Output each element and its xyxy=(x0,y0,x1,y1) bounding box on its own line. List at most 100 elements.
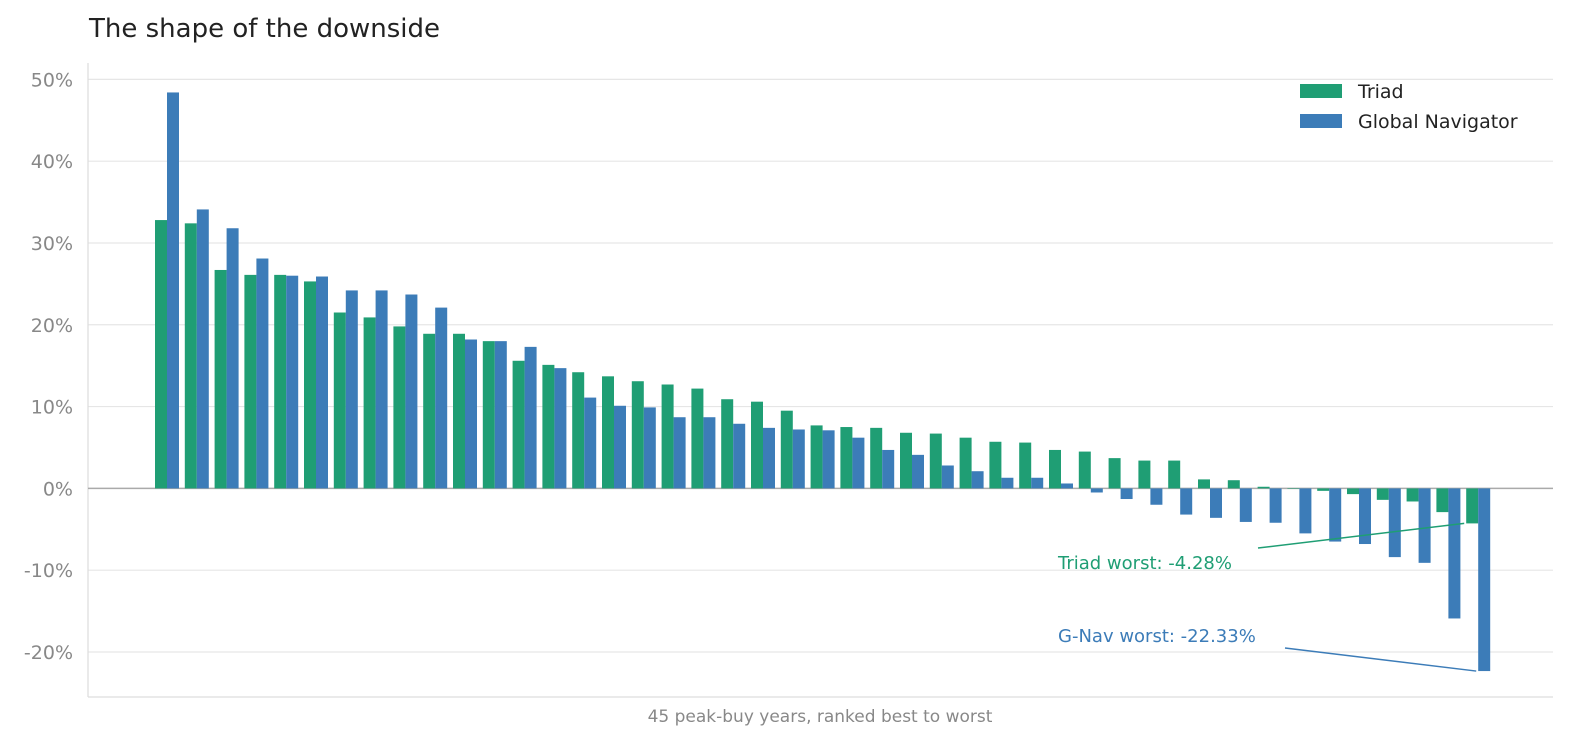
bar xyxy=(286,275,299,489)
bar xyxy=(316,276,328,489)
bar xyxy=(852,437,865,489)
bar xyxy=(733,423,746,489)
bar xyxy=(214,269,227,489)
bar xyxy=(780,410,793,489)
bar xyxy=(989,441,1002,489)
bar xyxy=(1019,442,1032,489)
bar xyxy=(1049,449,1061,489)
bar xyxy=(405,294,418,489)
bar xyxy=(494,341,507,489)
bar xyxy=(929,433,942,489)
bar xyxy=(1359,488,1371,545)
y-tick-label: 30% xyxy=(31,233,73,255)
bar xyxy=(572,372,585,489)
bar xyxy=(1299,488,1312,534)
annotation-line xyxy=(1257,522,1465,549)
legend: Triad Global Navigator xyxy=(1300,81,1518,133)
bar xyxy=(643,407,656,489)
bar xyxy=(1376,488,1389,500)
bar xyxy=(1436,488,1449,513)
bar xyxy=(721,399,734,489)
bar xyxy=(1120,488,1133,500)
bar xyxy=(1448,488,1461,619)
bar xyxy=(256,258,269,489)
bars xyxy=(155,92,1491,672)
bar xyxy=(959,437,972,489)
bar xyxy=(1138,460,1151,489)
bar xyxy=(393,326,406,489)
bar xyxy=(512,360,525,489)
bar xyxy=(1031,477,1044,489)
y-tick-label: -10% xyxy=(24,560,73,582)
bar xyxy=(1418,488,1431,563)
bar xyxy=(631,381,644,489)
y-tick-label: 50% xyxy=(31,69,73,91)
bar xyxy=(1090,488,1103,493)
legend-label: Global Navigator xyxy=(1358,111,1518,133)
legend-swatch xyxy=(1300,84,1342,98)
bar xyxy=(524,346,537,489)
bar xyxy=(1061,483,1073,489)
bar xyxy=(345,290,358,489)
bar xyxy=(971,471,984,489)
bar xyxy=(1180,488,1193,515)
bar xyxy=(184,223,197,489)
bar xyxy=(196,209,209,489)
bar xyxy=(542,364,555,489)
bar xyxy=(1317,488,1330,491)
bar xyxy=(453,333,465,489)
bar xyxy=(870,427,883,489)
annotations: Triad worst: -4.28% G-Nav worst: -22.33% xyxy=(1057,522,1477,672)
bar xyxy=(912,454,924,489)
bar xyxy=(554,368,567,489)
bar xyxy=(167,92,179,489)
bar xyxy=(1388,488,1401,558)
bar xyxy=(691,388,704,489)
legend-swatch xyxy=(1300,114,1342,128)
bar xyxy=(155,220,167,489)
bar xyxy=(1001,477,1014,489)
bar xyxy=(482,341,495,489)
grid-lines xyxy=(88,78,1553,653)
bar xyxy=(274,274,287,489)
legend-label: Triad xyxy=(1357,81,1404,103)
bar xyxy=(1227,480,1240,489)
bar xyxy=(304,281,316,489)
bar xyxy=(1329,488,1342,542)
bar xyxy=(602,376,614,489)
y-tick-label: 0% xyxy=(43,478,73,500)
bar xyxy=(435,307,448,489)
bar xyxy=(614,405,626,489)
bar xyxy=(465,339,477,489)
bar xyxy=(1406,488,1419,502)
y-tick-label: -20% xyxy=(24,642,73,664)
bar xyxy=(882,449,895,489)
bar xyxy=(1257,486,1270,489)
bar xyxy=(226,228,239,489)
bar xyxy=(1347,488,1359,495)
bar xyxy=(1210,488,1222,518)
bar xyxy=(792,429,805,489)
y-tick-label: 20% xyxy=(31,315,73,337)
bar xyxy=(1108,458,1121,489)
bar xyxy=(1239,488,1252,522)
bar xyxy=(363,317,376,489)
bar xyxy=(1150,488,1163,505)
bar xyxy=(900,432,912,489)
bar xyxy=(941,465,954,489)
bar xyxy=(423,333,436,489)
bar xyxy=(1478,488,1491,672)
bar xyxy=(375,290,388,489)
chart-title: The shape of the downside xyxy=(88,14,440,44)
bar xyxy=(661,384,674,489)
bar xyxy=(1287,488,1300,489)
bar xyxy=(1466,488,1479,524)
bar xyxy=(244,274,257,489)
bar xyxy=(333,312,346,489)
bar xyxy=(1198,479,1210,489)
bar xyxy=(673,417,686,489)
bar xyxy=(763,427,775,489)
annotation-line xyxy=(1284,647,1477,672)
